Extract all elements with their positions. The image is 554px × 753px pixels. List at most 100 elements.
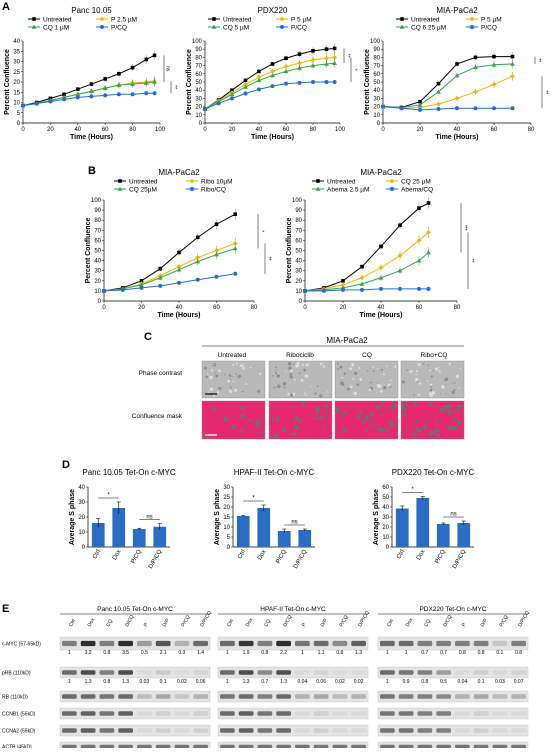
data-point: [332, 80, 337, 84]
blot-strip: [217, 724, 369, 737]
mask-gap: [275, 415, 279, 419]
cell-speckle: [376, 368, 379, 370]
blot-band: [137, 640, 152, 647]
cell-speckle: [372, 366, 374, 368]
data-point: [341, 287, 345, 292]
band-quantification: 1.4: [197, 650, 204, 656]
cell-speckle: [448, 362, 451, 365]
y-tick-label: 20: [373, 105, 380, 111]
data-point: [297, 60, 302, 66]
blot-band: [417, 640, 433, 647]
y-tick-label: 30: [223, 485, 230, 491]
significance-label: **: [543, 90, 549, 94]
blot-band: [62, 694, 77, 699]
cell-speckle: [300, 379, 304, 382]
panel-label-e: E: [2, 603, 9, 615]
cell-speckle: [389, 385, 392, 388]
data-point: [379, 286, 383, 291]
cell-speckle: [337, 368, 340, 370]
cell-speckle: [383, 386, 387, 390]
cell-speckle: [444, 384, 446, 386]
blot-band: [80, 670, 96, 675]
series-line: [103, 248, 236, 292]
band-quantification: 0.03: [140, 679, 150, 685]
band-quantification: 1: [68, 650, 71, 656]
cell-speckle: [205, 375, 209, 379]
blot-band: [332, 728, 348, 733]
blot-band: [257, 670, 273, 675]
blot-band: [351, 711, 366, 716]
cell-speckle: [351, 363, 355, 367]
mask-gap: [358, 410, 363, 415]
cell-speckle: [218, 369, 222, 373]
data-point: [257, 69, 261, 74]
cell-speckle: [228, 374, 232, 377]
mask-gap: [450, 418, 454, 422]
data-point: [62, 97, 67, 102]
lane-label: P: [301, 622, 308, 628]
blot-band: [417, 670, 433, 675]
blot-row-label: c-MYC (57-65kD): [2, 642, 41, 648]
data-point: [103, 77, 107, 81]
y-tick-label: 60: [382, 485, 389, 491]
legend-marker: [399, 24, 405, 29]
mask-gap: [412, 432, 417, 437]
mask-gap: [289, 405, 292, 409]
x-tick-label: 80: [528, 127, 535, 133]
blot-band: [238, 711, 254, 716]
data-point: [270, 73, 275, 78]
blot-band: [473, 744, 489, 749]
significance-label: *: [107, 493, 110, 499]
blot-band: [351, 670, 366, 675]
y-tick-label: 20: [295, 279, 302, 285]
significance-label: **: [469, 259, 475, 263]
data-point: [130, 81, 135, 86]
x-tick-label: 20: [340, 305, 347, 311]
blot-band: [174, 694, 190, 699]
data-point: [152, 79, 157, 84]
phase-contrast-image: [268, 360, 333, 399]
chart-title: MIA-PaCa2: [360, 168, 402, 177]
cell-speckle: [433, 369, 435, 372]
blot-band: [436, 670, 451, 675]
band-quantification: 0.3: [178, 650, 185, 656]
data-point: [139, 279, 144, 283]
cell-speckle: [340, 382, 345, 386]
y-tick-label: 30: [373, 96, 380, 102]
y-tick-label: 10: [195, 113, 202, 119]
y-axis-label: Percent Confluence: [85, 218, 92, 284]
cell-speckle: [212, 394, 216, 397]
data-point: [130, 65, 135, 70]
data-point: [157, 275, 163, 280]
y-tick-label: 10: [382, 535, 389, 541]
x-tick-label: Ctrl: [237, 549, 247, 560]
band-quantification: 1: [226, 650, 229, 656]
x-tick-label: 0: [203, 127, 207, 133]
significance-label: *: [252, 496, 255, 502]
x-tick-label: 40: [176, 305, 183, 311]
cell-speckle: [299, 365, 301, 367]
cell-speckle: [289, 375, 293, 379]
blot-group-title: Panc 10.05 Tet-On c-MYC: [97, 606, 173, 613]
blot-band: [380, 744, 395, 749]
x-tick-label: Dox: [112, 549, 123, 561]
legend-marker: [189, 178, 195, 184]
blot-band: [62, 640, 77, 647]
cell-speckle: [257, 389, 261, 393]
lane-label: P/CQ: [498, 614, 509, 628]
y-tick-label: 10: [78, 530, 85, 536]
data-point: [284, 81, 288, 86]
x-tick-label: 100: [335, 127, 346, 133]
data-point: [491, 62, 497, 67]
x-tick-label: 40: [378, 305, 385, 311]
legend-marker: [118, 179, 122, 183]
cell-speckle: [215, 374, 219, 378]
data-point: [417, 286, 421, 291]
mask-gap: [343, 405, 346, 409]
mask-gap: [456, 420, 462, 426]
blot-band: [238, 670, 254, 675]
cell-speckle: [326, 391, 329, 393]
significance-label: **: [266, 257, 272, 261]
phase-contrast-image: [201, 360, 266, 399]
band-quantification: 2.1: [160, 650, 167, 656]
